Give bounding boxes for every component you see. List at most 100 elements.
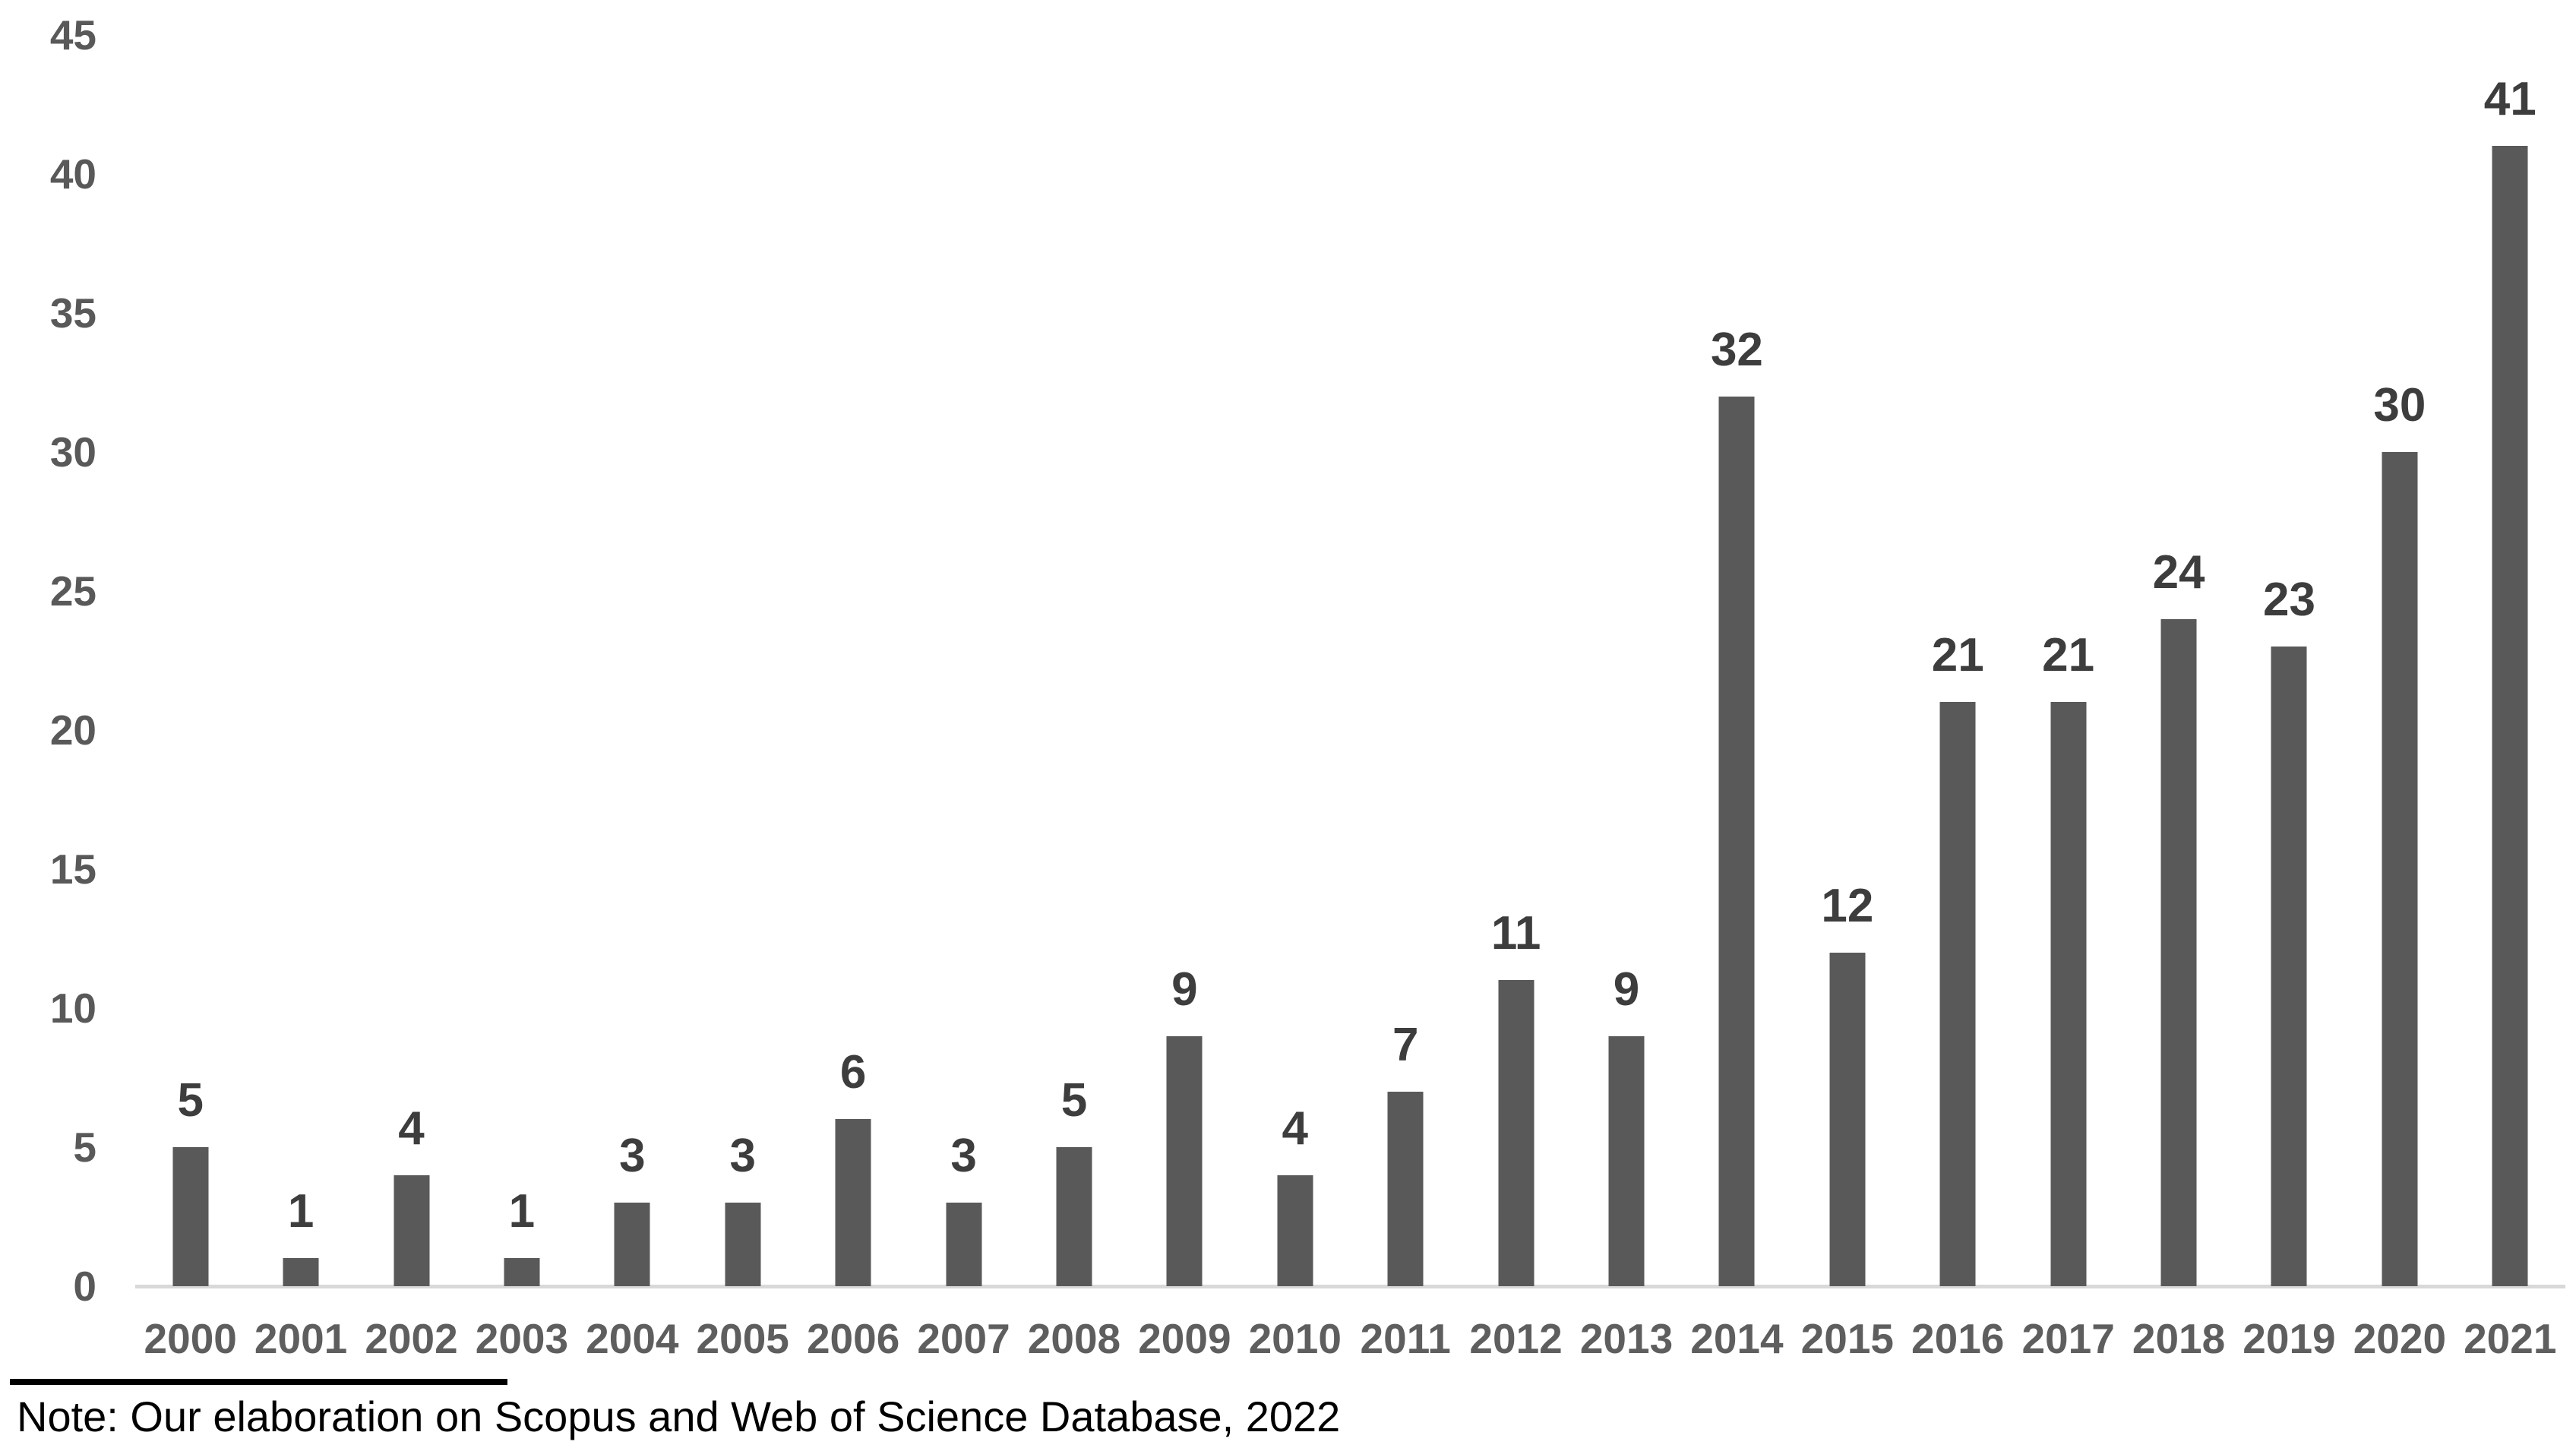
data-label-2016: 21	[1931, 629, 1984, 682]
x-tick-label-2019: 2019	[2243, 1315, 2336, 1362]
data-label-2017: 21	[2042, 629, 2095, 682]
x-tick-label-2003: 2003	[475, 1315, 569, 1362]
category-column-2014: 32 2014	[1682, 0, 1792, 1361]
data-label-2007: 3	[950, 1130, 977, 1183]
category-column-2005: 3 2005	[687, 0, 798, 1361]
data-label-2003: 1	[508, 1185, 536, 1238]
category-column-2016: 21 2016	[1903, 0, 2013, 1361]
category-column-2021: 41 2021	[2455, 0, 2565, 1361]
category-column-2011: 7 2011	[1351, 0, 1461, 1361]
bar-2016	[1939, 702, 1976, 1286]
category-column-2004: 3 2004	[577, 0, 687, 1361]
category-column-2019: 23 2019	[2234, 0, 2344, 1361]
y-tick-label: 5	[73, 1124, 96, 1171]
data-label-2001: 1	[287, 1185, 314, 1238]
bar-2006	[835, 1119, 871, 1286]
bar-2019	[2271, 647, 2307, 1286]
data-label-2013: 9	[1613, 963, 1640, 1016]
category-column-2013: 9 2013	[1571, 0, 1681, 1361]
source-note: Note: Our elaboration on Scopus and Web …	[17, 1393, 1341, 1440]
data-label-2006: 6	[839, 1046, 867, 1099]
bar-2007	[946, 1203, 982, 1286]
y-tick-label: 10	[49, 985, 96, 1032]
x-tick-label-2020: 2020	[2353, 1315, 2447, 1362]
category-column-2015: 12 2015	[1792, 0, 1902, 1361]
bar-2020	[2382, 452, 2418, 1286]
plot-area: 5 2000 1 2001 4 2002 1 2003 3 2004 3 2005 6 2006 3 2007…	[135, 0, 2565, 1361]
bar-2005	[725, 1203, 761, 1286]
bar-2009	[1166, 1035, 1203, 1286]
data-label-2012: 11	[1490, 907, 1541, 960]
category-column-2000: 5 2000	[135, 0, 245, 1361]
data-label-2015: 12	[1821, 879, 1874, 932]
x-tick-label-2000: 2000	[144, 1315, 237, 1362]
category-column-2018: 24 2018	[2123, 0, 2233, 1361]
y-tick-label: 20	[49, 707, 96, 754]
category-column-2009: 9 2009	[1130, 0, 1240, 1361]
category-column-2006: 6 2006	[798, 0, 908, 1361]
bar-2008	[1056, 1147, 1092, 1286]
data-label-2010: 4	[1282, 1102, 1309, 1155]
bar-2012	[1498, 980, 1535, 1286]
data-label-2020: 30	[2373, 379, 2426, 432]
data-label-2008: 5	[1060, 1074, 1088, 1127]
data-label-2005: 3	[729, 1130, 756, 1183]
bar-2003	[504, 1258, 540, 1286]
bar-2002	[394, 1175, 430, 1286]
x-tick-label-2021: 2021	[2464, 1315, 2557, 1362]
bar-2015	[1829, 952, 1866, 1286]
category-column-2003: 1 2003	[466, 0, 577, 1361]
x-tick-label-2015: 2015	[1800, 1315, 1894, 1362]
x-tick-label-2018: 2018	[2132, 1315, 2226, 1362]
y-tick-label: 30	[49, 428, 96, 476]
note-divider-line	[10, 1379, 507, 1385]
x-tick-label-2010: 2010	[1248, 1315, 1342, 1362]
y-axis: 0 5 10 15 20 25 30 35 40 45	[0, 0, 96, 1448]
y-tick-label: 35	[49, 289, 96, 337]
x-tick-label-2014: 2014	[1690, 1315, 1784, 1362]
x-axis-line	[135, 1285, 2565, 1288]
category-column-2007: 3 2007	[909, 0, 1019, 1361]
x-tick-label-2007: 2007	[917, 1315, 1010, 1362]
x-tick-label-2005: 2005	[696, 1315, 789, 1362]
bar-2021	[2492, 146, 2528, 1286]
bar-2014	[1718, 396, 1755, 1286]
data-label-2021: 41	[2483, 73, 2536, 126]
category-column-2017: 21 2017	[2013, 0, 2123, 1361]
y-tick-label: 25	[49, 568, 96, 615]
x-tick-label-2008: 2008	[1027, 1315, 1121, 1362]
data-label-2000: 5	[177, 1074, 204, 1127]
category-column-2002: 4 2002	[356, 0, 466, 1361]
data-label-2019: 23	[2262, 574, 2315, 627]
bar-2011	[1387, 1091, 1424, 1286]
x-tick-label-2001: 2001	[254, 1315, 348, 1362]
category-column-2001: 1 2001	[245, 0, 356, 1361]
y-tick-label: 15	[49, 846, 96, 893]
data-label-2002: 4	[398, 1102, 425, 1155]
x-tick-label-2016: 2016	[1911, 1315, 2005, 1362]
data-label-2009: 9	[1171, 963, 1198, 1016]
bar-2004	[614, 1203, 650, 1286]
category-column-2008: 5 2008	[1019, 0, 1129, 1361]
x-tick-label-2011: 2011	[1360, 1315, 1451, 1362]
y-tick-label: 45	[49, 11, 96, 58]
category-column-2020: 30 2020	[2344, 0, 2454, 1361]
y-tick-label: 0	[73, 1263, 96, 1310]
y-tick-label: 40	[49, 150, 96, 198]
x-tick-label-2012: 2012	[1469, 1315, 1563, 1362]
x-tick-label-2009: 2009	[1138, 1315, 1231, 1362]
bar-2010	[1277, 1175, 1313, 1286]
bar-2000	[172, 1147, 209, 1286]
x-tick-label-2013: 2013	[1579, 1315, 1674, 1362]
bar-2018	[2160, 618, 2197, 1286]
x-tick-label-2017: 2017	[2021, 1315, 2115, 1362]
bar-2001	[283, 1258, 319, 1286]
data-label-2018: 24	[2152, 545, 2205, 599]
x-tick-label-2006: 2006	[806, 1315, 900, 1362]
x-tick-label-2002: 2002	[365, 1315, 458, 1362]
category-column-2010: 4 2010	[1240, 0, 1350, 1361]
x-tick-label-2004: 2004	[586, 1315, 679, 1362]
category-column-2012: 11 2012	[1461, 0, 1571, 1361]
